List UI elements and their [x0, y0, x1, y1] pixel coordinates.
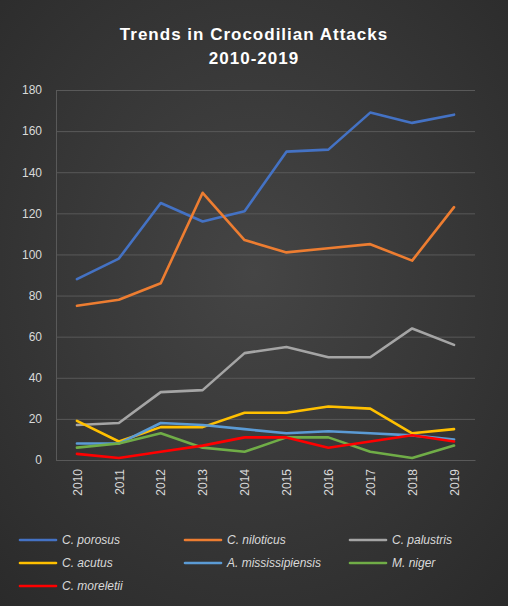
legend-label: C. moreletii	[62, 579, 123, 593]
legend-item: C. moreletii	[20, 579, 123, 593]
legend-swatch	[350, 539, 386, 542]
background	[0, 0, 508, 606]
x-tick-label: 2015	[280, 469, 294, 496]
x-tick: 2010	[71, 460, 85, 496]
y-tick: 160	[22, 124, 475, 138]
y-tick-label: 60	[29, 330, 43, 344]
y-tick-label: 100	[22, 248, 42, 262]
y-tick: 140	[22, 166, 475, 180]
lines	[77, 113, 454, 458]
series-line	[77, 193, 454, 306]
x-tick-label: 2017	[364, 469, 378, 496]
x-tick: 2013	[196, 460, 210, 496]
grid-line	[56, 296, 475, 297]
legend-item: M. niger	[350, 556, 436, 570]
x-tick-label: 2013	[196, 469, 210, 496]
legend: C. porosus C. niloticus C. palustris C. acu…	[20, 533, 452, 593]
legend-label: M. niger	[392, 556, 436, 570]
y-axis: 0 20 40 60 80 100 120 140 160 180	[22, 83, 475, 467]
legend-label: C. porosus	[62, 533, 120, 547]
grid-line	[56, 131, 475, 132]
legend-swatch	[350, 562, 386, 565]
y-tick: 120	[22, 207, 475, 221]
legend-swatch	[185, 539, 221, 542]
x-tick-label: 2019	[448, 469, 462, 496]
x-tick: 2014	[238, 460, 252, 496]
legend-item: C. niloticus	[185, 533, 286, 547]
legend-swatch	[20, 539, 56, 542]
y-tick-label: 180	[22, 83, 42, 97]
y-tick-label: 140	[22, 166, 42, 180]
y-tick-label: 20	[29, 412, 43, 426]
x-tick-label: 2012	[154, 469, 168, 496]
y-tick-label: 0	[35, 453, 42, 467]
grid-line	[56, 90, 475, 91]
x-axis: 2010 2011 2012 2013 2014 2015 2016 2017 2018 2019	[57, 460, 476, 496]
series-line	[77, 435, 454, 458]
x-tick-label: 2016	[322, 469, 336, 496]
y-tick: 80	[29, 289, 475, 303]
grid-line	[56, 419, 475, 420]
x-tick-label: 2018	[406, 469, 420, 496]
y-tick-label: 40	[29, 371, 43, 385]
x-tick: 2017	[364, 460, 378, 496]
grid-line	[56, 172, 475, 173]
legend-item: C. palustris	[350, 533, 452, 547]
grid-line	[56, 213, 475, 214]
series-line	[77, 328, 454, 425]
grid-line	[56, 460, 475, 461]
x-axis-line	[57, 460, 476, 461]
plot: 0 20 40 60 80 100 120 140 160 180 2010 2011 2012 2013…	[22, 83, 476, 495]
legend-swatch	[20, 585, 56, 588]
x-tick: 2011	[113, 460, 127, 495]
legend-item: A. mississipiensis	[185, 556, 321, 570]
grid-line	[56, 337, 475, 338]
legend-label: A. mississipiensis	[226, 556, 321, 570]
x-tick-label: 2011	[113, 469, 127, 495]
x-tick: 2016	[322, 460, 336, 496]
x-tick: 2019	[448, 460, 462, 496]
grid-line	[56, 378, 475, 379]
legend-item: C. porosus	[20, 533, 120, 547]
x-tick-label: 2014	[238, 469, 252, 496]
chart: Trends in Crocodilian Attacks 2010-2019 0 2…	[0, 0, 508, 606]
title: Trends in Crocodilian Attacks	[120, 25, 388, 44]
x-tick: 2018	[406, 460, 420, 496]
legend-swatch	[185, 562, 221, 565]
subtitle: 2010-2019	[209, 49, 299, 68]
legend-swatch	[20, 562, 56, 565]
y-tick: 40	[29, 371, 475, 385]
y-tick-label: 80	[29, 289, 43, 303]
legend-label: C. palustris	[392, 533, 452, 547]
x-tick: 2012	[154, 460, 168, 496]
y-tick-label: 160	[22, 124, 42, 138]
legend-item: C. acutus	[20, 556, 113, 570]
x-tick: 2015	[280, 460, 294, 496]
legend-label: C. acutus	[62, 556, 113, 570]
y-tick-label: 120	[22, 207, 42, 221]
x-tick-label: 2010	[71, 469, 85, 496]
series-line	[77, 433, 454, 458]
legend-label: C. niloticus	[227, 533, 286, 547]
grid-line	[56, 254, 475, 255]
y-tick: 180	[22, 83, 475, 97]
y-axis-line	[57, 91, 476, 461]
